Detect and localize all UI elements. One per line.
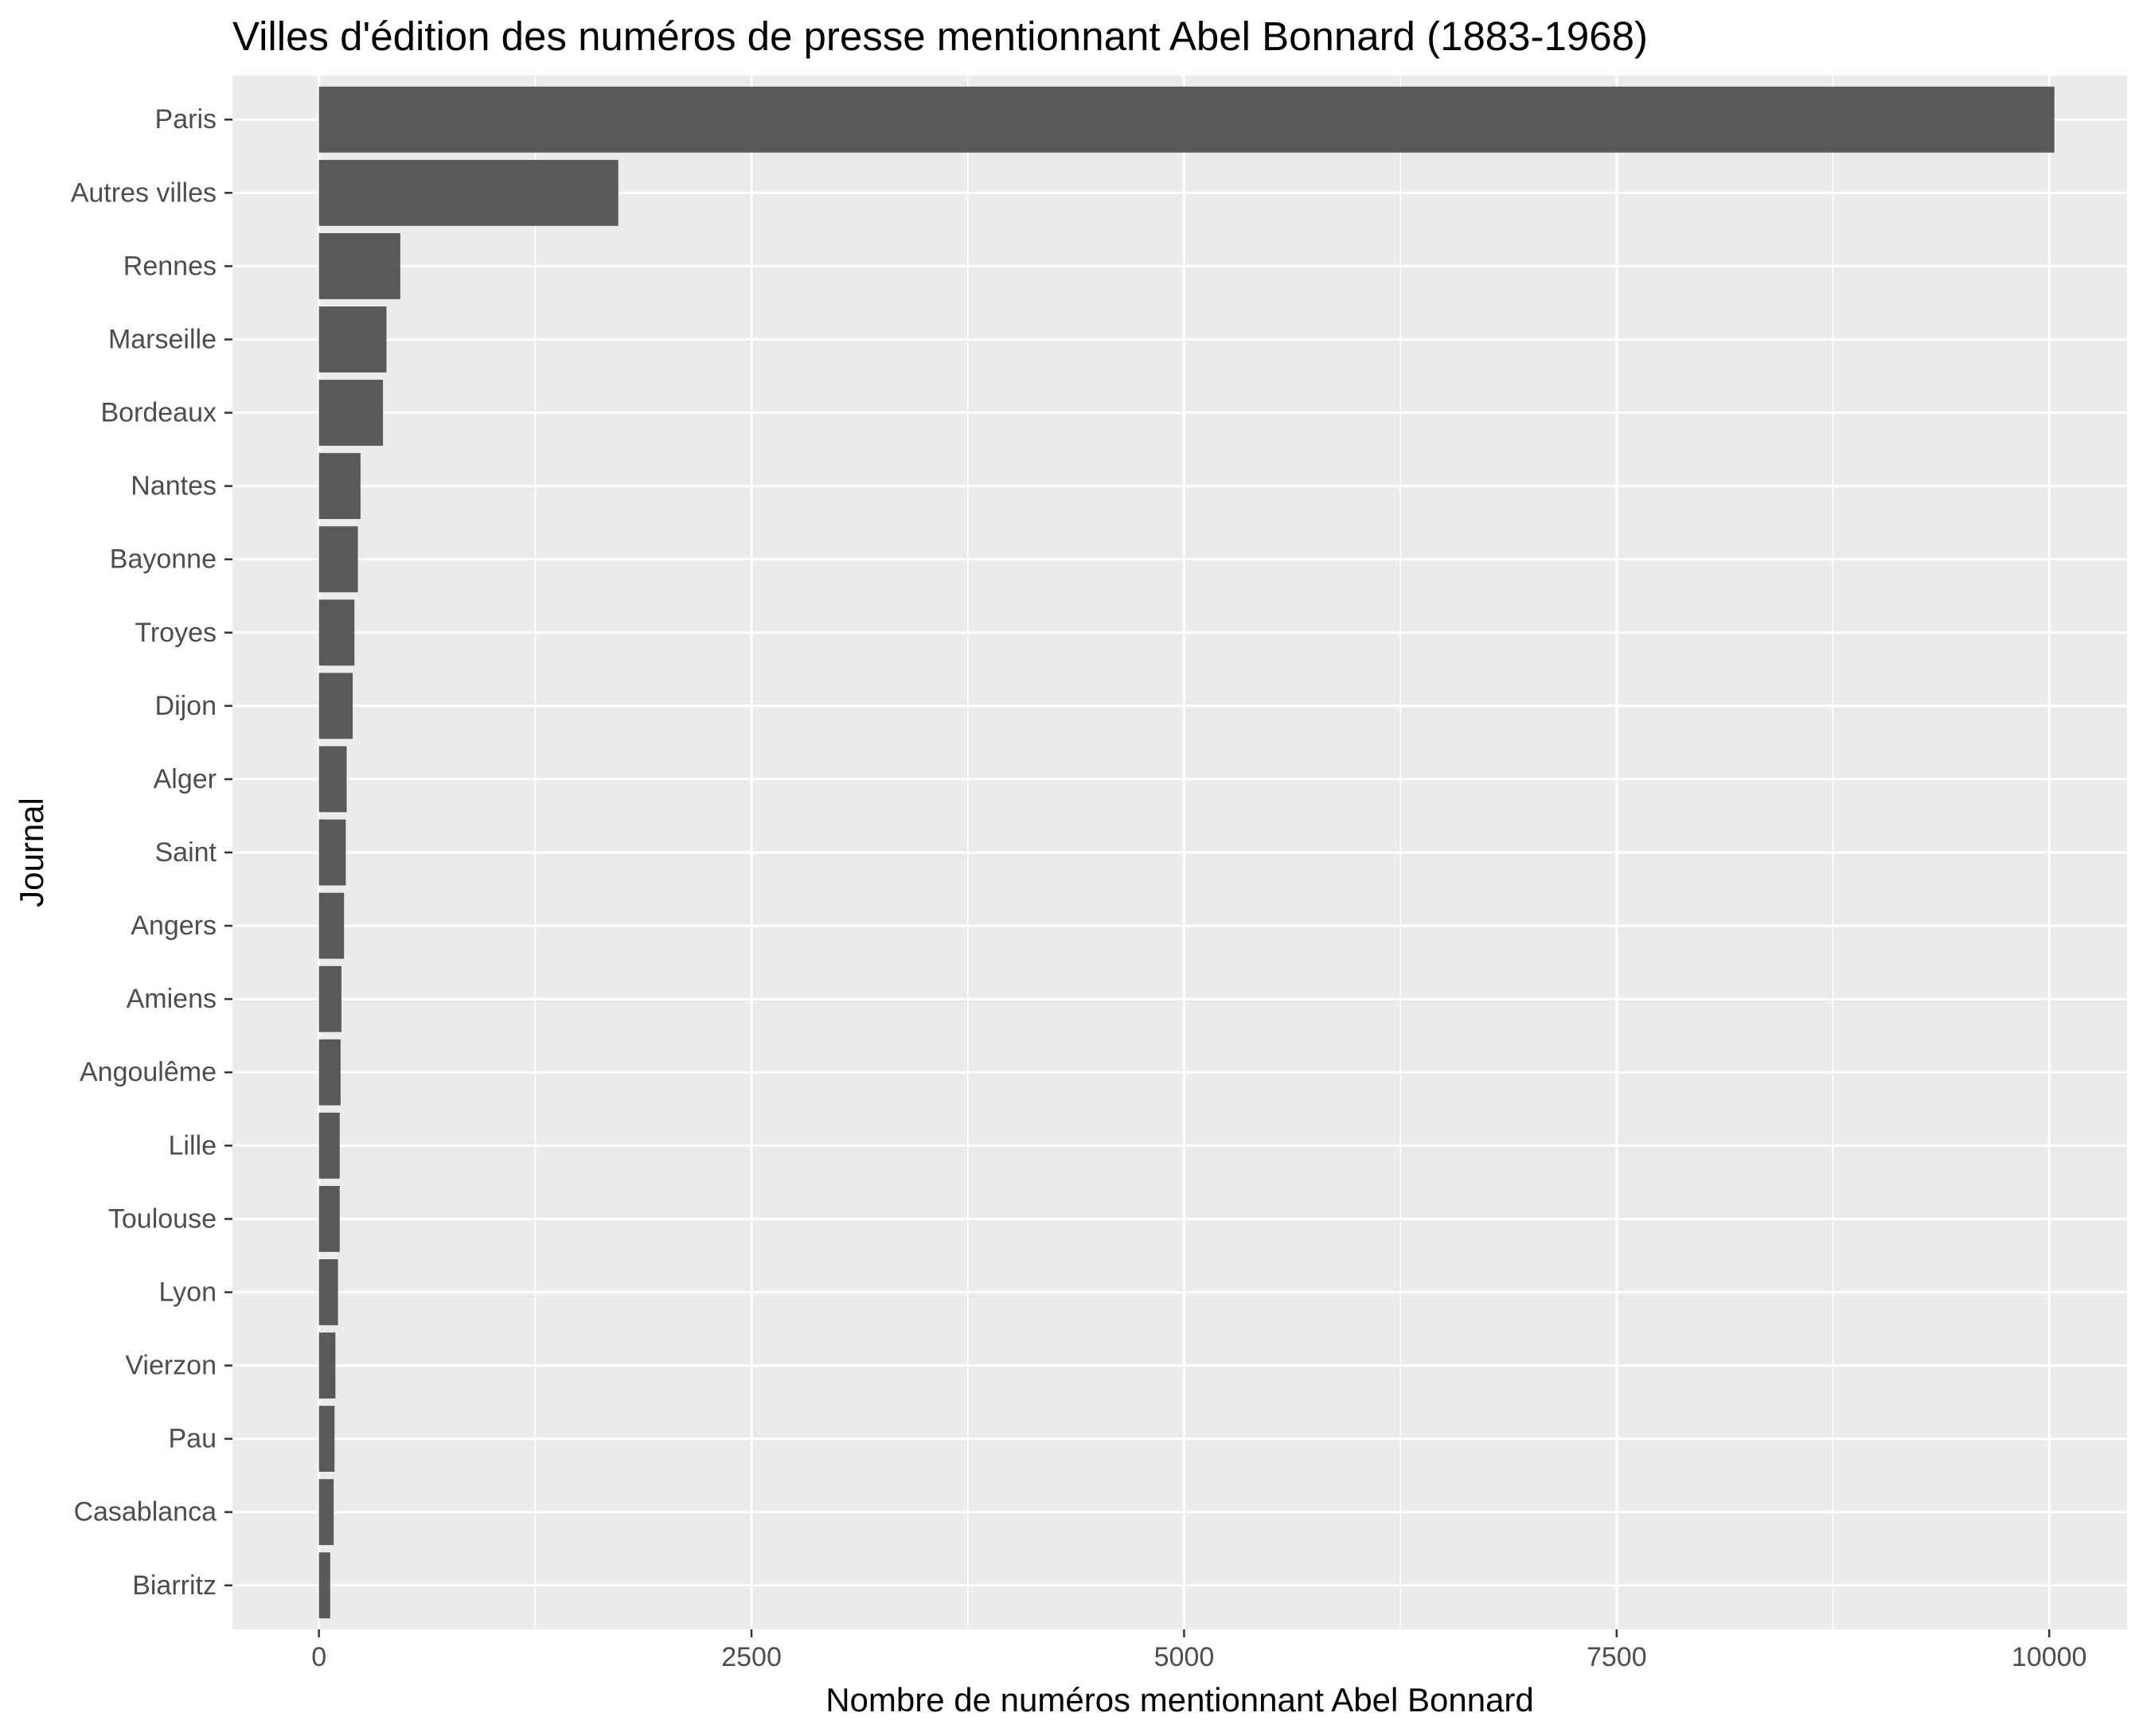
y-tick-label: Marseille bbox=[108, 324, 217, 354]
bar bbox=[318, 1332, 336, 1399]
y-tick-label: Lyon bbox=[159, 1277, 217, 1307]
y-tick-label: Angers bbox=[131, 911, 217, 941]
y-tick-label: Lille bbox=[169, 1130, 217, 1161]
y-tick-label: Troyes bbox=[135, 618, 217, 648]
bar bbox=[318, 1185, 340, 1252]
y-tick-label: Toulouse bbox=[108, 1203, 217, 1234]
y-tick-label: Biarritz bbox=[132, 1570, 217, 1601]
bar bbox=[318, 966, 342, 1032]
y-tick-label: Amiens bbox=[127, 984, 217, 1014]
y-tick-label: Rennes bbox=[123, 251, 217, 281]
y-axis-title: Journal bbox=[13, 798, 50, 907]
bar bbox=[318, 1406, 335, 1473]
bar bbox=[318, 892, 345, 959]
y-tick-label: Casablanca bbox=[73, 1497, 217, 1527]
bar bbox=[318, 526, 358, 593]
bars bbox=[318, 86, 2055, 1619]
y-tick-label: Vierzon bbox=[125, 1351, 217, 1381]
bar bbox=[318, 1479, 334, 1546]
bar bbox=[318, 86, 2055, 153]
y-tick-label: Nantes bbox=[131, 471, 217, 501]
x-tick-label: 7500 bbox=[1587, 1642, 1647, 1672]
x-tick-label: 0 bbox=[311, 1642, 326, 1672]
x-tick-label: 5000 bbox=[1154, 1642, 1215, 1672]
bar bbox=[318, 819, 346, 886]
bar bbox=[318, 1039, 341, 1106]
bar bbox=[318, 306, 387, 373]
bar bbox=[318, 673, 353, 739]
y-tick-label: Dijon bbox=[155, 691, 217, 721]
bar bbox=[318, 1552, 330, 1619]
y-tick-label: Pau bbox=[169, 1424, 217, 1454]
x-axis: 0 2500 5000 7500 10000 bbox=[311, 1629, 2086, 1672]
y-tick-label: Angoulême bbox=[80, 1057, 217, 1087]
y-tick-label: Saint bbox=[155, 837, 217, 868]
x-axis-title: Nombre de numéros mentionnant Abel Bonna… bbox=[826, 1681, 1534, 1718]
y-tick-label: Paris bbox=[155, 104, 217, 135]
bar bbox=[318, 453, 361, 520]
y-axis: Paris Autres villes Rennes Marseille Bordeau… bbox=[71, 104, 232, 1601]
bar bbox=[318, 746, 347, 813]
y-tick-label: Alger bbox=[154, 764, 217, 794]
x-tick-label: 2500 bbox=[721, 1642, 782, 1672]
y-tick-label: Bayonne bbox=[110, 544, 217, 575]
bar bbox=[318, 159, 619, 226]
chart-title: Villes d'édition des numéros de presse m… bbox=[232, 14, 1648, 59]
x-tick-label: 10000 bbox=[2012, 1642, 2087, 1672]
bar bbox=[318, 599, 355, 666]
bar bbox=[318, 1259, 338, 1325]
y-tick-label: Autres villes bbox=[71, 178, 217, 208]
bar bbox=[318, 1112, 340, 1179]
y-tick-label: Bordeaux bbox=[100, 398, 217, 428]
bar bbox=[318, 380, 384, 446]
bar bbox=[318, 232, 400, 299]
